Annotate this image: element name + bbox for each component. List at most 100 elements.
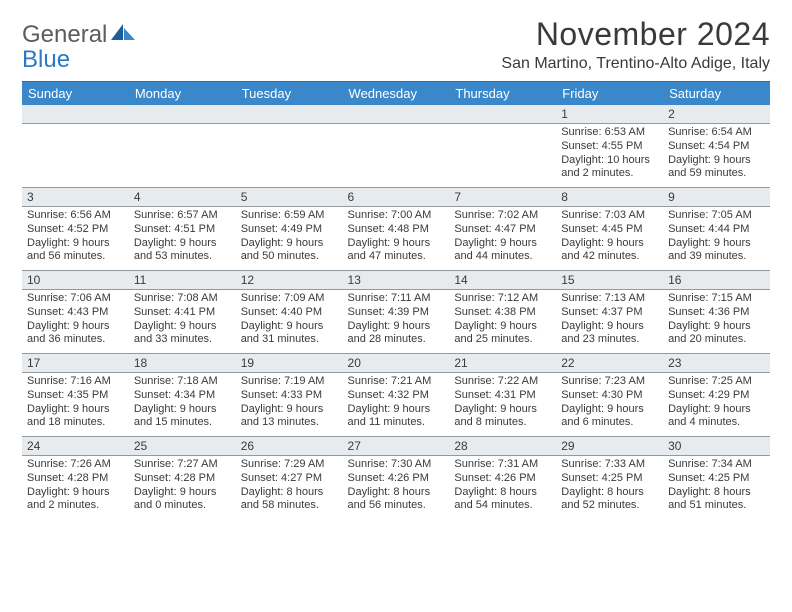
daylight-text: Daylight: 9 hours and 31 minutes. xyxy=(241,320,338,348)
location-subtitle: San Martino, Trentino-Alto Adige, Italy xyxy=(501,55,770,73)
day-cell: Sunrise: 7:13 AMSunset: 4:37 PMDaylight:… xyxy=(556,290,663,353)
sunrise-text: Sunrise: 6:57 AM xyxy=(134,209,231,223)
day-cell: Sunrise: 7:11 AMSunset: 4:39 PMDaylight:… xyxy=(343,290,450,353)
sunrise-text: Sunrise: 7:22 AM xyxy=(454,375,551,389)
daylight-text: Daylight: 9 hours and 0 minutes. xyxy=(134,486,231,514)
sunrise-text: Sunrise: 7:25 AM xyxy=(668,375,765,389)
day-number xyxy=(343,105,450,123)
day-number xyxy=(236,105,343,123)
sunset-text: Sunset: 4:35 PM xyxy=(27,389,124,403)
sunrise-text: Sunrise: 7:06 AM xyxy=(27,292,124,306)
day-number: 27 xyxy=(343,437,450,455)
sunset-text: Sunset: 4:28 PM xyxy=(134,472,231,486)
day-number: 7 xyxy=(449,188,556,206)
daylight-text: Daylight: 9 hours and 56 minutes. xyxy=(27,237,124,265)
sunrise-text: Sunrise: 7:12 AM xyxy=(454,292,551,306)
day-cell: Sunrise: 7:18 AMSunset: 4:34 PMDaylight:… xyxy=(129,373,236,436)
daylight-text: Daylight: 10 hours and 2 minutes. xyxy=(561,154,658,182)
brand-text: General Blue xyxy=(22,22,137,72)
day-number: 23 xyxy=(663,354,770,372)
col-friday: Friday xyxy=(556,82,663,106)
sunset-text: Sunset: 4:47 PM xyxy=(454,223,551,237)
col-tuesday: Tuesday xyxy=(236,82,343,106)
sunrise-text: Sunrise: 7:16 AM xyxy=(27,375,124,389)
sunrise-text: Sunrise: 7:30 AM xyxy=(348,458,445,472)
sunrise-text: Sunrise: 7:00 AM xyxy=(348,209,445,223)
sunrise-text: Sunrise: 7:31 AM xyxy=(454,458,551,472)
day-number xyxy=(129,105,236,123)
day-number: 19 xyxy=(236,354,343,372)
col-sunday: Sunday xyxy=(22,82,129,106)
daylight-text: Daylight: 9 hours and 47 minutes. xyxy=(348,237,445,265)
sunrise-text: Sunrise: 7:21 AM xyxy=(348,375,445,389)
sunset-text: Sunset: 4:54 PM xyxy=(668,140,765,154)
sunset-text: Sunset: 4:40 PM xyxy=(241,306,338,320)
day-cell: Sunrise: 7:22 AMSunset: 4:31 PMDaylight:… xyxy=(449,373,556,436)
day-cell xyxy=(343,124,450,186)
daylight-text: Daylight: 9 hours and 42 minutes. xyxy=(561,237,658,265)
day-number: 15 xyxy=(556,271,663,289)
sunrise-text: Sunrise: 7:09 AM xyxy=(241,292,338,306)
daylight-text: Daylight: 9 hours and 6 minutes. xyxy=(561,403,658,431)
day-number: 9 xyxy=(663,188,770,206)
sunrise-text: Sunrise: 6:56 AM xyxy=(27,209,124,223)
sunrise-text: Sunrise: 7:26 AM xyxy=(27,458,124,472)
sunset-text: Sunset: 4:25 PM xyxy=(561,472,658,486)
daylight-text: Daylight: 9 hours and 39 minutes. xyxy=(668,237,765,265)
day-cell: Sunrise: 7:06 AMSunset: 4:43 PMDaylight:… xyxy=(22,290,129,353)
daylight-text: Daylight: 9 hours and 11 minutes. xyxy=(348,403,445,431)
day-cell xyxy=(449,124,556,186)
sunset-text: Sunset: 4:31 PM xyxy=(454,389,551,403)
day-cell: Sunrise: 7:34 AMSunset: 4:25 PMDaylight:… xyxy=(663,456,770,519)
sunset-text: Sunset: 4:27 PM xyxy=(241,472,338,486)
sail-icon xyxy=(109,22,137,42)
day-cell: Sunrise: 7:05 AMSunset: 4:44 PMDaylight:… xyxy=(663,207,770,270)
daylight-text: Daylight: 9 hours and 8 minutes. xyxy=(454,403,551,431)
sunrise-text: Sunrise: 7:15 AM xyxy=(668,292,765,306)
daylight-text: Daylight: 9 hours and 33 minutes. xyxy=(134,320,231,348)
col-thursday: Thursday xyxy=(449,82,556,106)
sunset-text: Sunset: 4:33 PM xyxy=(241,389,338,403)
day-cell: Sunrise: 7:03 AMSunset: 4:45 PMDaylight:… xyxy=(556,207,663,270)
brand-line2: Blue xyxy=(22,46,70,73)
day-cell: Sunrise: 6:57 AMSunset: 4:51 PMDaylight:… xyxy=(129,207,236,270)
sunrise-text: Sunrise: 7:03 AM xyxy=(561,209,658,223)
daylight-text: Daylight: 9 hours and 53 minutes. xyxy=(134,237,231,265)
sunset-text: Sunset: 4:44 PM xyxy=(668,223,765,237)
sunset-text: Sunset: 4:26 PM xyxy=(348,472,445,486)
day-number: 1 xyxy=(556,105,663,123)
calendar-page: General Blue November 2024 San Martino, … xyxy=(0,0,792,519)
day-cell xyxy=(22,124,129,186)
daylight-text: Daylight: 9 hours and 13 minutes. xyxy=(241,403,338,431)
day-cell: Sunrise: 7:31 AMSunset: 4:26 PMDaylight:… xyxy=(449,456,556,519)
day-number: 4 xyxy=(129,188,236,206)
daylight-text: Daylight: 8 hours and 54 minutes. xyxy=(454,486,551,514)
sunset-text: Sunset: 4:43 PM xyxy=(27,306,124,320)
sunrise-text: Sunrise: 7:33 AM xyxy=(561,458,658,472)
day-cell: Sunrise: 7:33 AMSunset: 4:25 PMDaylight:… xyxy=(556,456,663,519)
sunset-text: Sunset: 4:30 PM xyxy=(561,389,658,403)
day-cell: Sunrise: 7:15 AMSunset: 4:36 PMDaylight:… xyxy=(663,290,770,353)
sunset-text: Sunset: 4:39 PM xyxy=(348,306,445,320)
day-cell xyxy=(129,124,236,186)
day-cell: Sunrise: 7:00 AMSunset: 4:48 PMDaylight:… xyxy=(343,207,450,270)
brand-logo: General Blue xyxy=(22,22,137,72)
sunset-text: Sunset: 4:28 PM xyxy=(27,472,124,486)
day-cell: Sunrise: 7:21 AMSunset: 4:32 PMDaylight:… xyxy=(343,373,450,436)
day-number xyxy=(449,105,556,123)
sunrise-text: Sunrise: 7:34 AM xyxy=(668,458,765,472)
day-number: 21 xyxy=(449,354,556,372)
col-saturday: Saturday xyxy=(663,82,770,106)
day-cell: Sunrise: 6:54 AMSunset: 4:54 PMDaylight:… xyxy=(663,124,770,187)
col-wednesday: Wednesday xyxy=(343,82,450,106)
sunrise-text: Sunrise: 6:59 AM xyxy=(241,209,338,223)
daylight-text: Daylight: 9 hours and 15 minutes. xyxy=(134,403,231,431)
day-number: 25 xyxy=(129,437,236,455)
day-cell: Sunrise: 7:23 AMSunset: 4:30 PMDaylight:… xyxy=(556,373,663,436)
day-number: 17 xyxy=(22,354,129,372)
day-number: 14 xyxy=(449,271,556,289)
sunrise-text: Sunrise: 7:29 AM xyxy=(241,458,338,472)
sunrise-text: Sunrise: 6:53 AM xyxy=(561,126,658,140)
day-cell: Sunrise: 7:30 AMSunset: 4:26 PMDaylight:… xyxy=(343,456,450,519)
sunset-text: Sunset: 4:29 PM xyxy=(668,389,765,403)
